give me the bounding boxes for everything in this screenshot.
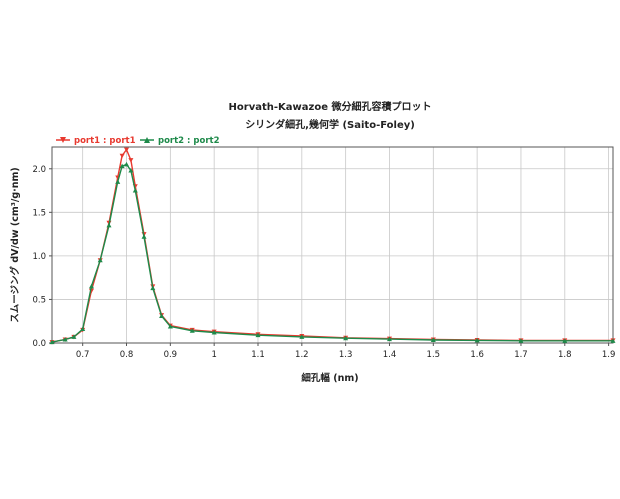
data-point-port1 (128, 158, 134, 163)
x-tick-label: 0.9 (164, 350, 178, 360)
chart-subtitle: シリンダ細孔,幾何学 (Saito-Foley) (245, 118, 415, 131)
x-tick-label: 1.5 (427, 350, 441, 360)
data-point-port2 (106, 222, 112, 228)
legend-label-port2: port2 : port2 (158, 136, 220, 146)
y-axis-label: スムージング dV/dw (cm³/g·nm) (9, 167, 21, 323)
data-point-port2 (97, 257, 103, 263)
series-line-port1 (51, 148, 613, 343)
data-point-port2 (128, 168, 134, 173)
x-tick-label: 1.2 (295, 350, 309, 360)
data-point-port2 (115, 179, 121, 184)
chart-title: Horvath-Kawazoe 微分細孔容積プロット (229, 100, 432, 113)
series-layer (49, 147, 616, 345)
data-point-port2 (49, 339, 55, 345)
x-tick-label: 1.4 (383, 350, 397, 360)
data-point-port2 (474, 337, 480, 343)
y-axis: 0.0 0.5 1.0 1.5 2.0 (32, 165, 52, 349)
x-tick-label: 1.7 (514, 350, 528, 360)
data-point-port2 (189, 328, 195, 333)
x-tick-label: 1.9 (602, 350, 616, 360)
series-port1 (49, 147, 616, 345)
grid (52, 147, 613, 344)
data-point-port2 (80, 326, 86, 332)
x-axis-label: 細孔幅 (nm) (301, 372, 358, 384)
x-tick-label: 1.1 (251, 350, 265, 360)
data-point-port2 (610, 338, 616, 343)
data-point-port2 (159, 313, 165, 318)
data-point-port2 (88, 283, 94, 289)
y-tick-label: 0.0 (32, 339, 46, 349)
series-port2 (49, 161, 616, 345)
data-point-port2 (132, 188, 138, 193)
legend-marker-port2 (144, 137, 150, 143)
data-point-port2 (150, 285, 156, 291)
data-point-port2 (343, 335, 349, 341)
legend-label-port1: port1 : port1 (74, 136, 136, 146)
legend-item-port2: port2 : port2 (140, 136, 220, 146)
data-point-port2 (119, 163, 125, 169)
data-point-port2 (124, 161, 130, 167)
data-point-port2 (167, 323, 173, 329)
data-point-port2 (518, 338, 524, 343)
data-point-port2 (430, 337, 436, 342)
y-tick-label: 1.0 (32, 252, 46, 262)
x-tick-label: 0.8 (120, 350, 134, 360)
x-axis: 0.7 0.8 0.9 1 1.1 1.2 1.3 1.4 1.5 1.6 1.7 1.8 1.9 (76, 343, 615, 360)
plot-frame (51, 146, 614, 344)
data-point-port2 (299, 334, 305, 339)
y-tick-label: 0.5 (32, 295, 46, 305)
x-tick-label: 1 (211, 350, 216, 360)
data-point-port2 (62, 337, 68, 342)
x-tick-label: 0.7 (76, 350, 90, 360)
y-tick-label: 1.5 (32, 208, 46, 218)
x-tick-label: 1.3 (339, 350, 353, 360)
data-point-port2 (255, 332, 261, 338)
x-tick-label: 1.6 (470, 350, 484, 360)
data-point-port2 (141, 234, 147, 239)
y-tick-label: 2.0 (32, 165, 46, 175)
data-point-port2 (71, 334, 77, 339)
data-point-port1 (124, 147, 130, 153)
data-point-port2 (386, 336, 392, 342)
legend-item-port1: port1 : port1 (56, 136, 136, 146)
legend-marker-port1 (60, 137, 66, 143)
data-point-port2 (562, 338, 568, 343)
legend: port1 : port1 port2 : port2 (56, 136, 220, 146)
data-point-port1 (119, 153, 125, 159)
x-tick-label: 1.8 (558, 350, 572, 360)
data-point-port2 (211, 330, 217, 335)
